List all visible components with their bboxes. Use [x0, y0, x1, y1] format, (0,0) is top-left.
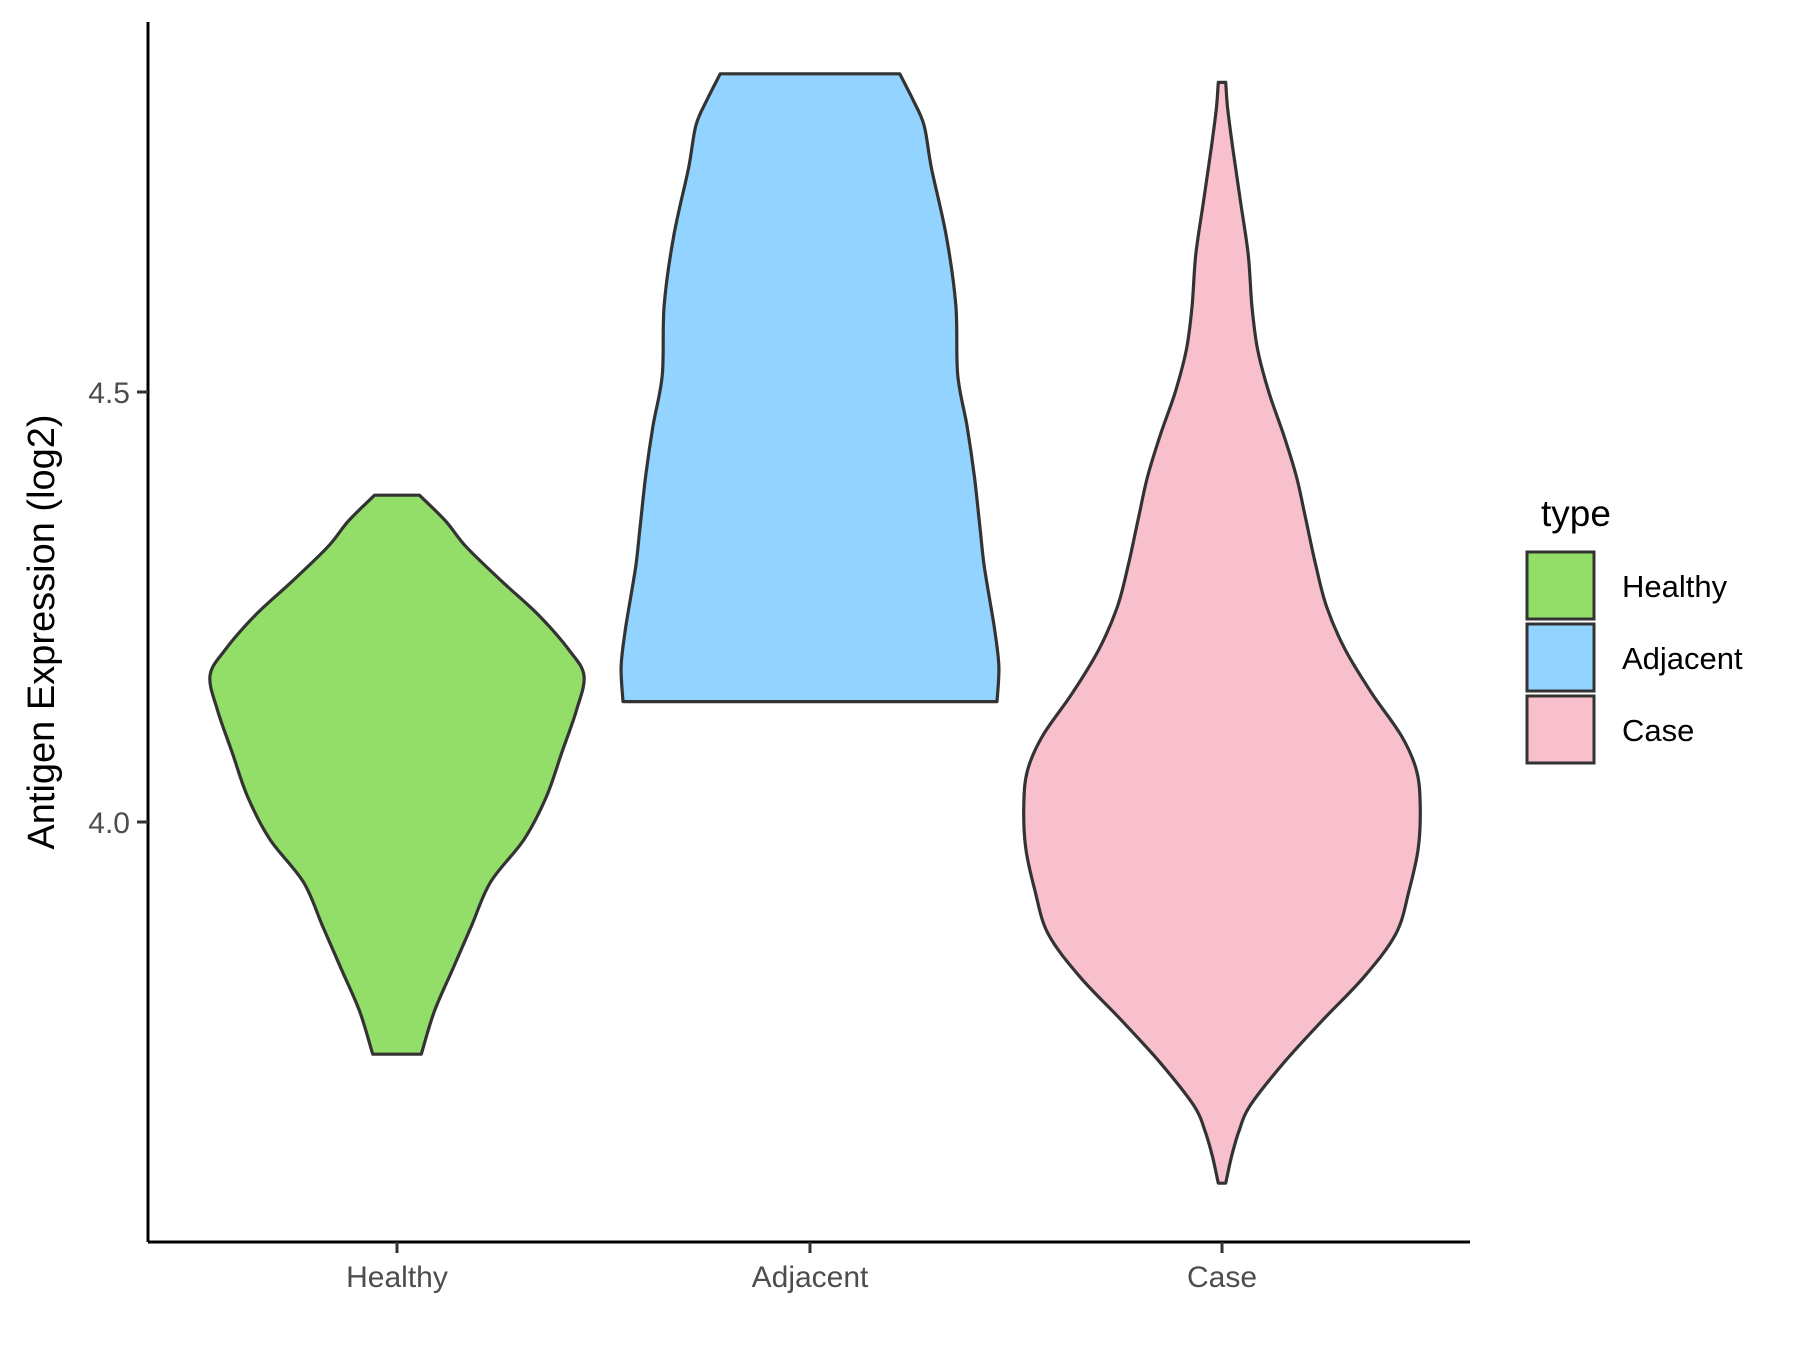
x-tick-label: Adjacent: [752, 1261, 869, 1294]
legend-label-case: Case: [1622, 713, 1694, 748]
legend-title: type: [1541, 493, 1611, 534]
y-tick-label: 4.5: [88, 377, 130, 410]
violin-case: [1022, 80, 1422, 1185]
violins: [208, 72, 1422, 1185]
x-tick-label: Healthy: [346, 1261, 448, 1294]
legend-label-adjacent: Adjacent: [1622, 641, 1743, 676]
x-tick-label: Case: [1187, 1261, 1257, 1294]
violin-healthy: [208, 493, 586, 1056]
y-axis-ticks: 4.0 4.5: [88, 377, 148, 840]
x-axis-ticks: Healthy Adjacent Case: [346, 1242, 1257, 1294]
legend-key-case: [1525, 694, 1596, 765]
y-axis-title: Antigen Expression (log2): [21, 414, 63, 849]
legend-label-healthy: Healthy: [1622, 569, 1728, 604]
legend-key-healthy: [1525, 550, 1596, 621]
legend: type Healthy Adjacent Case: [1525, 493, 1743, 765]
y-tick-label: 4.0: [88, 807, 130, 840]
legend-items: Healthy Adjacent Case: [1525, 550, 1743, 765]
legend-key-adjacent: [1525, 622, 1596, 693]
violin-adjacent: [619, 72, 1001, 704]
